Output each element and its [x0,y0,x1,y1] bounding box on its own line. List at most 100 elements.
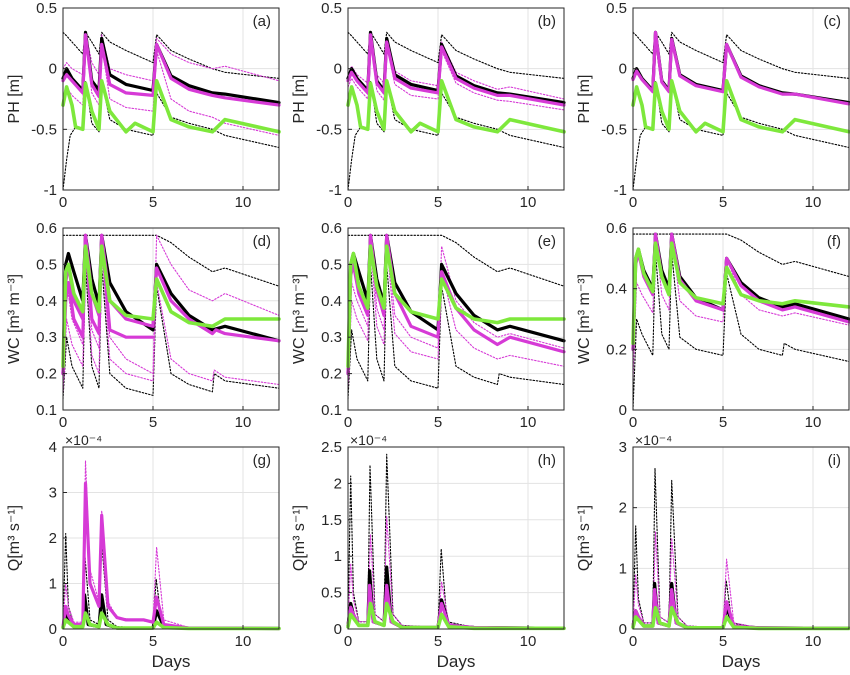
panel-label: (i) [828,452,841,469]
series-line-magenta-dotted [347,36,565,111]
panel-a: 0 5 10 -1 -0.5 0 0.5 PH [m] (a) [6,0,281,211]
series-line-green-bold [61,79,281,134]
series-line-black-dotted [632,251,850,411]
x-tick-label: 0 [59,633,67,650]
y-tick-label: 2.5 [321,439,342,456]
series-line-magenta-dotted [632,531,850,629]
x-tick-label: 10 [235,194,252,211]
y-tick-label: 0 [619,402,627,419]
x-tick-label: 5 [719,194,727,211]
series-line-magenta-bold [61,33,281,107]
axes-frame [62,7,280,191]
y-tick-label: 0.4 [36,293,57,310]
x-tick-label: 5 [149,414,157,431]
x-tick-label: 10 [805,194,822,211]
series-line-green-bold [61,244,281,369]
series-line-magenta-bold [346,33,566,107]
y-tick-label: 0.5 [36,0,57,17]
axes-frame [632,7,850,191]
x-tick-label: 10 [805,633,822,650]
series-line-black-dotted [347,234,565,287]
y-axis-label: PH [m] [6,75,23,124]
y-tick-label: 1 [49,576,57,593]
panel-label: (e) [538,233,556,250]
plot-area [633,447,849,629]
x-tick-label: 5 [434,414,442,431]
y-tick-label: 0.3 [36,329,57,346]
y-axis-label: PH [m] [291,75,308,124]
axis-exponent-label: ×10⁻⁴ [350,432,387,448]
y-tick-label: -1 [44,182,57,199]
x-tick-label: 5 [149,633,157,650]
series-line-green-bold [631,241,850,346]
panel-label: (g) [253,452,271,469]
x-tick-label: 10 [235,633,252,650]
x-tick-label: 5 [434,194,442,211]
y-axis-label: WC [m³ m⁻³] [291,274,308,364]
x-tick-label: 0 [629,633,637,650]
axes-frame [347,7,565,191]
y-tick-label: 1 [334,548,342,565]
y-tick-label: 1.5 [321,512,342,529]
y-tick-label: 0.5 [321,256,342,273]
series-line-black-dotted [632,233,850,278]
x-tick-label: 0 [344,633,352,650]
series-line-green-bold [61,611,281,631]
panel-b: 0 5 10 -1 -0.5 0 0.5 PH [m] (b) [291,0,566,211]
y-tick-label: 2 [334,475,342,492]
series-line-magenta-bold [631,30,850,106]
y-tick-label: 0.3 [321,329,342,346]
series-line-magenta-bold [61,481,281,631]
y-tick-label: 0.4 [606,281,627,298]
series-line-magenta-dotted [62,37,280,136]
axes-frame [62,227,280,411]
x-tick-label: 0 [59,414,67,431]
y-tick-label: 0.4 [321,293,342,310]
y-axis-label: Q[m³ s⁻¹] [6,505,23,571]
y-axis-label: WC [m³ m⁻³] [6,274,23,364]
y-tick-label: 4 [49,439,57,456]
y-tick-label: -0.5 [601,121,627,138]
panel-label: (b) [538,13,556,30]
x-axis-label: Days [722,652,761,671]
y-tick-label: 0 [49,621,57,638]
series-line-black-dotted [632,467,850,629]
plot-area [348,447,564,629]
y-tick-label: 0 [619,621,627,638]
x-tick-label: 10 [520,194,537,211]
series-line-green-bold [631,79,850,134]
y-axis-label: WC [m³ m⁻³] [576,274,593,364]
series-line-black-dotted [347,263,565,400]
x-tick-label: 5 [719,414,727,431]
x-tick-label: 0 [629,194,637,211]
series-line-green-bold [346,79,566,134]
y-axis-label: Q[m³ s⁻¹] [576,505,593,571]
series-line-black-dotted [62,234,280,287]
series-line-green-bold [346,601,566,631]
y-tick-label: 3 [619,439,627,456]
series-line-magenta-dotted [347,242,565,389]
panel-d: 0 5 10 0.1 0.2 0.3 0.4 0.5 0.6 WC [m³ m⁻³] (d) [6,220,281,431]
y-tick-label: 0 [334,621,342,638]
y-axis-label: Q[m³ s⁻¹] [291,505,308,571]
panel-c: 0 5 10 -1 -0.5 0 0.5 PH [m] (c) [576,0,850,211]
y-tick-label: 0.5 [36,256,57,273]
panel-label: (d) [253,233,271,250]
series-line-magenta-dotted [62,460,280,630]
y-tick-label: 0 [619,61,627,78]
y-tick-label: -0.5 [31,121,57,138]
y-tick-label: 2 [49,530,57,547]
axes-frame [632,446,850,630]
x-tick-label: 5 [149,194,157,211]
panel-g: 0 5 10 0 1 2 3 4 Q[m³ s⁻¹] (g) ×10⁻⁴ Days [6,432,281,671]
y-tick-label: -1 [329,182,342,199]
x-tick-label: 0 [344,194,352,211]
x-tick-label: 0 [629,414,637,431]
x-tick-label: 0 [344,414,352,431]
y-tick-label: 0.1 [321,402,342,419]
axes-frame [632,227,850,411]
plot-area [633,228,849,410]
panel-e: 0 5 10 0.1 0.2 0.3 0.4 0.5 0.6 WC [m³ m⁻³] (e) [291,220,566,431]
y-axis-label: PH [m] [576,75,593,124]
panel-f: 0 5 10 0 0.2 0.4 0.6 WC [m³ m⁻³] (f) [576,220,850,431]
